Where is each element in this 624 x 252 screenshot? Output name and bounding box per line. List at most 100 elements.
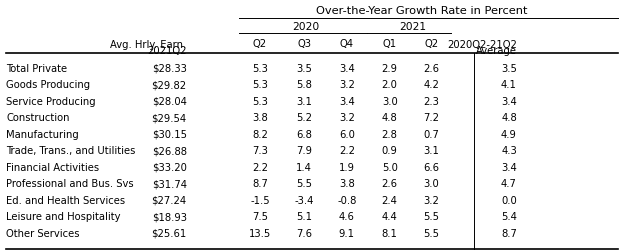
Text: 2.2: 2.2 — [252, 162, 268, 172]
Text: $18.93: $18.93 — [152, 212, 187, 222]
Text: 13.5: 13.5 — [249, 228, 271, 238]
Text: 1.4: 1.4 — [296, 162, 312, 172]
Text: $28.33: $28.33 — [152, 64, 187, 73]
Text: 2.4: 2.4 — [382, 195, 397, 205]
Text: -3.4: -3.4 — [295, 195, 314, 205]
Text: 7.3: 7.3 — [252, 146, 268, 156]
Text: 7.9: 7.9 — [296, 146, 312, 156]
Text: Q3: Q3 — [297, 39, 311, 49]
Text: 3.4: 3.4 — [339, 64, 354, 73]
Text: 3.1: 3.1 — [296, 96, 312, 106]
Text: 3.8: 3.8 — [339, 179, 354, 188]
Text: 3.2: 3.2 — [339, 113, 355, 123]
Text: 4.8: 4.8 — [382, 113, 397, 123]
Text: 5.1: 5.1 — [296, 212, 312, 222]
Text: Over-the-Year Growth Rate in Percent: Over-the-Year Growth Rate in Percent — [316, 6, 528, 16]
Text: Goods Producing: Goods Producing — [6, 80, 90, 90]
Text: 2020Q2-21Q2: 2020Q2-21Q2 — [447, 40, 517, 50]
Text: 4.8: 4.8 — [501, 113, 517, 123]
Text: Financial Activities: Financial Activities — [6, 162, 99, 172]
Text: Ed. and Health Services: Ed. and Health Services — [6, 195, 125, 205]
Text: $31.74: $31.74 — [152, 179, 187, 188]
Text: 3.2: 3.2 — [339, 80, 355, 90]
Text: 3.5: 3.5 — [501, 64, 517, 73]
Text: Q2: Q2 — [253, 39, 267, 49]
Text: 5.8: 5.8 — [296, 80, 312, 90]
Text: 5.3: 5.3 — [252, 80, 268, 90]
Text: Manufacturing: Manufacturing — [6, 129, 79, 139]
Text: 8.7: 8.7 — [501, 228, 517, 238]
Text: 3.4: 3.4 — [501, 96, 517, 106]
Text: 4.2: 4.2 — [423, 80, 439, 90]
Text: 6.6: 6.6 — [423, 162, 439, 172]
Text: 4.6: 4.6 — [339, 212, 355, 222]
Text: 5.5: 5.5 — [296, 179, 312, 188]
Text: $26.88: $26.88 — [152, 146, 187, 156]
Text: 3.2: 3.2 — [423, 195, 439, 205]
Text: $27.24: $27.24 — [152, 195, 187, 205]
Text: -0.8: -0.8 — [337, 195, 356, 205]
Text: $30.15: $30.15 — [152, 129, 187, 139]
Text: 5.3: 5.3 — [252, 64, 268, 73]
Text: 3.4: 3.4 — [501, 162, 517, 172]
Text: 2.9: 2.9 — [382, 64, 397, 73]
Text: 7.5: 7.5 — [252, 212, 268, 222]
Text: 4.4: 4.4 — [382, 212, 397, 222]
Text: 5.5: 5.5 — [423, 228, 439, 238]
Text: 5.2: 5.2 — [296, 113, 312, 123]
Text: 5.4: 5.4 — [501, 212, 517, 222]
Text: Total Private: Total Private — [6, 64, 67, 73]
Text: $28.04: $28.04 — [152, 96, 187, 106]
Text: 3.5: 3.5 — [296, 64, 312, 73]
Text: 5.0: 5.0 — [382, 162, 397, 172]
Text: 4.3: 4.3 — [501, 146, 517, 156]
Text: Average: Average — [476, 46, 517, 56]
Text: Q2: Q2 — [424, 39, 438, 49]
Text: 2.3: 2.3 — [423, 96, 439, 106]
Text: $25.61: $25.61 — [152, 228, 187, 238]
Text: 2.8: 2.8 — [382, 129, 397, 139]
Text: 2020: 2020 — [292, 22, 319, 32]
Text: 5.5: 5.5 — [423, 212, 439, 222]
Text: $33.20: $33.20 — [152, 162, 187, 172]
Text: Construction: Construction — [6, 113, 70, 123]
Text: 2.6: 2.6 — [382, 179, 397, 188]
Text: 0.0: 0.0 — [501, 195, 517, 205]
Text: 4.1: 4.1 — [501, 80, 517, 90]
Text: 3.1: 3.1 — [423, 146, 439, 156]
Text: 2.0: 2.0 — [382, 80, 397, 90]
Text: 2.6: 2.6 — [423, 64, 439, 73]
Text: 0.9: 0.9 — [382, 146, 397, 156]
Text: 8.2: 8.2 — [252, 129, 268, 139]
Text: 8.1: 8.1 — [382, 228, 397, 238]
Text: 2021: 2021 — [399, 22, 426, 32]
Text: Q4: Q4 — [340, 39, 354, 49]
Text: Trade, Trans., and Utilities: Trade, Trans., and Utilities — [6, 146, 135, 156]
Text: Other Services: Other Services — [6, 228, 80, 238]
Text: 6.0: 6.0 — [339, 129, 355, 139]
Text: 6.8: 6.8 — [296, 129, 312, 139]
Text: 8.7: 8.7 — [252, 179, 268, 188]
Text: 1.9: 1.9 — [339, 162, 355, 172]
Text: 7.2: 7.2 — [423, 113, 439, 123]
Text: 2.2: 2.2 — [339, 146, 355, 156]
Text: Avg. Hrly. Earn.: Avg. Hrly. Earn. — [110, 40, 187, 50]
Text: 3.0: 3.0 — [382, 96, 397, 106]
Text: 4.9: 4.9 — [501, 129, 517, 139]
Text: Leisure and Hospitality: Leisure and Hospitality — [6, 212, 120, 222]
Text: Q1: Q1 — [383, 39, 397, 49]
Text: 3.4: 3.4 — [339, 96, 354, 106]
Text: 3.8: 3.8 — [252, 113, 268, 123]
Text: 4.7: 4.7 — [501, 179, 517, 188]
Text: 7.6: 7.6 — [296, 228, 312, 238]
Text: $29.54: $29.54 — [152, 113, 187, 123]
Text: 9.1: 9.1 — [339, 228, 355, 238]
Text: Service Producing: Service Producing — [6, 96, 96, 106]
Text: 0.7: 0.7 — [423, 129, 439, 139]
Text: -1.5: -1.5 — [250, 195, 270, 205]
Text: 2021Q2: 2021Q2 — [147, 46, 187, 56]
Text: Professional and Bus. Svs: Professional and Bus. Svs — [6, 179, 134, 188]
Text: 5.3: 5.3 — [252, 96, 268, 106]
Text: 3.0: 3.0 — [423, 179, 439, 188]
Text: $29.82: $29.82 — [152, 80, 187, 90]
